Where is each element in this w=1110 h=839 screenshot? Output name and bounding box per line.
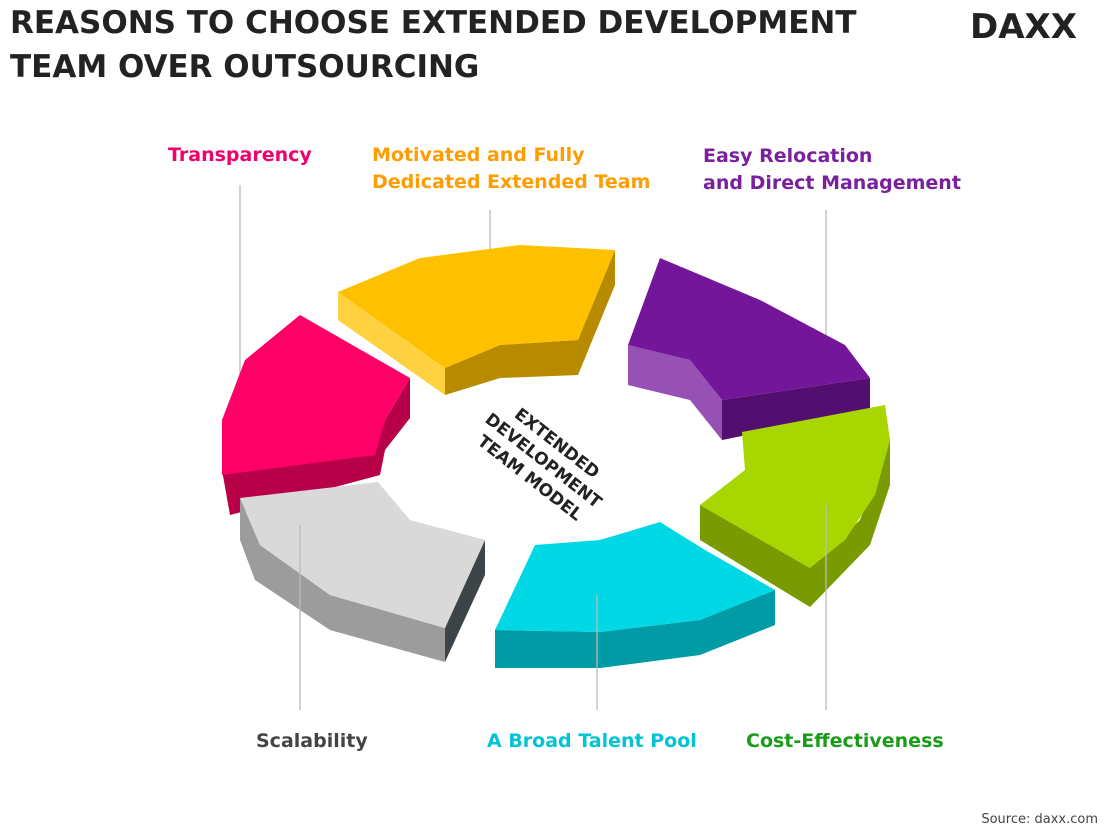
segment (338, 245, 615, 395)
segment-label: Scalability (256, 730, 368, 752)
segment (700, 405, 890, 607)
segment-label: Dedicated Extended Team (372, 171, 650, 193)
segment-label: A Broad Talent Pool (487, 730, 697, 752)
segment-label: Motivated and Fully (372, 144, 585, 166)
segment-label: Transparency (168, 144, 312, 166)
segment-label: and Direct Management (703, 172, 961, 194)
title-line: REASONS TO CHOOSE EXTENDED DEVELOPMENT (10, 5, 856, 41)
segment-label: Cost-Effectiveness (746, 730, 944, 752)
segment (495, 522, 775, 668)
segment-label: Easy Relocation (703, 145, 872, 167)
segment (240, 482, 485, 662)
source: Source: daxx.com (981, 812, 1098, 827)
segment (222, 315, 410, 515)
title-line: TEAM OVER OUTSOURCING (10, 49, 479, 85)
logo: DAXX (970, 7, 1077, 47)
segment (628, 258, 870, 440)
